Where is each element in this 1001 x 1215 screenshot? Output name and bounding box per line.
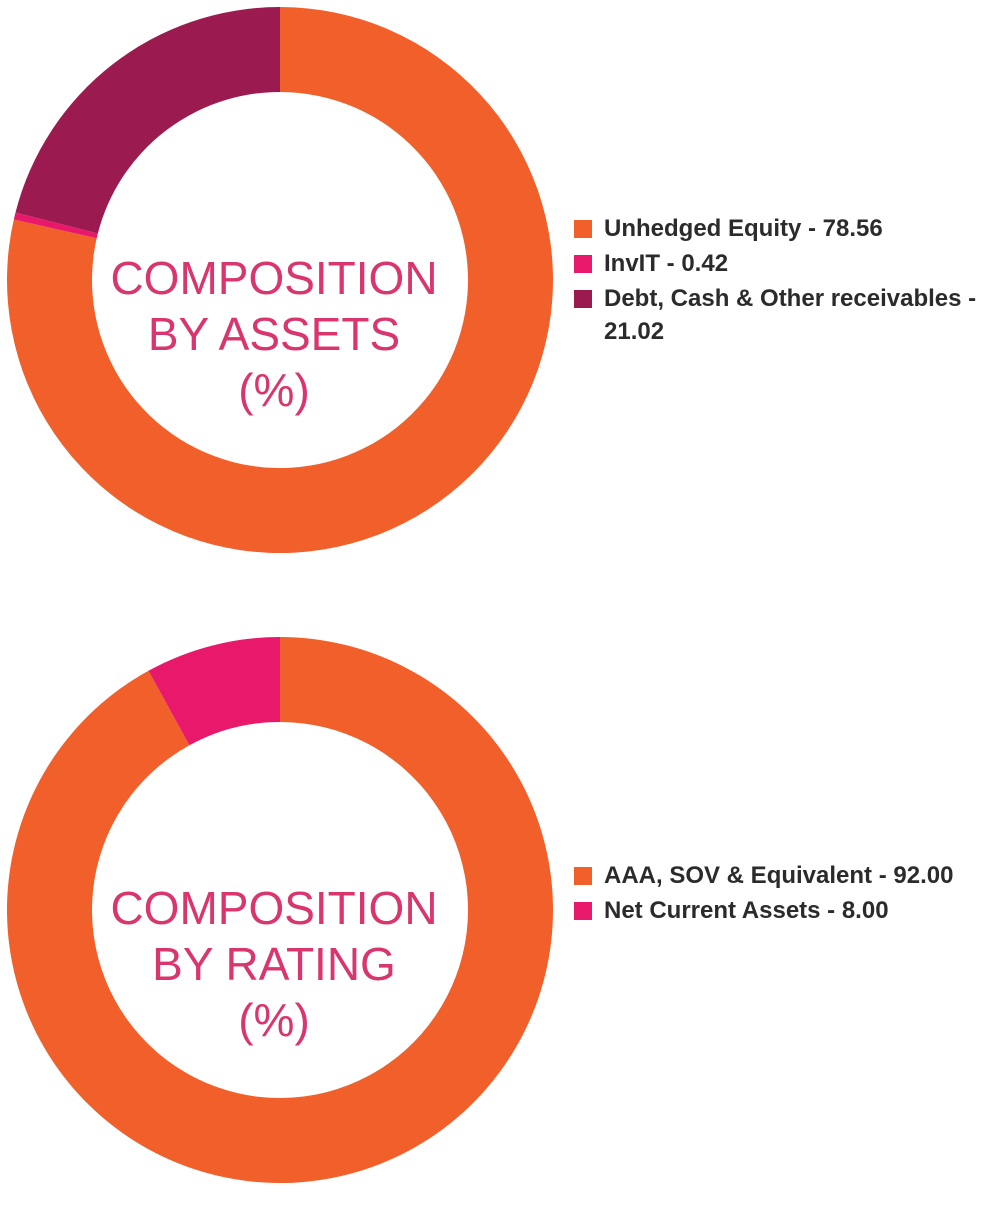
legend-label: AAA, SOV & Equivalent - 92.00: [604, 862, 954, 889]
legend-label: Unhedged Equity - 78.56: [604, 215, 883, 242]
chart-title-line: COMPOSITION: [110, 252, 438, 304]
legend-item: Net Current Assets - 8.00: [574, 894, 999, 927]
donut-chart: [6, 7, 553, 553]
chart-title-line: (%): [238, 994, 310, 1046]
composition-by-assets-chart: COMPOSITION BY ASSETS (%) Unhedged Equit…: [0, 0, 1001, 600]
chart-title-line: COMPOSITION: [110, 882, 438, 934]
legend: Unhedged Equity - 78.56 InvIT - 0.42 Deb…: [574, 212, 999, 350]
legend-swatch: [574, 220, 592, 238]
chart-title: COMPOSITION BY ASSETS (%): [94, 250, 454, 418]
legend-item: Debt, Cash & Other receivables - 21.02: [574, 282, 999, 348]
donut-slice: [15, 7, 280, 234]
donut-chart: [6, 637, 554, 1183]
chart-title: COMPOSITION BY RATING (%): [94, 880, 454, 1048]
donut-slice: [13, 212, 98, 239]
donut-slice: [148, 637, 280, 746]
donut-slice: [6, 7, 553, 553]
legend-item: AAA, SOV & Equivalent - 92.00: [574, 859, 999, 892]
chart-title-line: BY ASSETS: [147, 308, 401, 360]
legend-swatch: [574, 255, 592, 273]
legend-item: Unhedged Equity - 78.56: [574, 212, 999, 245]
donut-slice: [6, 637, 554, 1183]
chart-title-line: BY RATING: [152, 938, 396, 990]
legend-label: InvIT - 0.42: [604, 250, 729, 277]
legend-label: Debt, Cash & Other receivables - 21.02: [604, 285, 977, 345]
composition-by-rating-chart: COMPOSITION BY RATING (%) AAA, SOV & Equ…: [0, 630, 1001, 1215]
legend-swatch: [574, 867, 592, 885]
chart-title-line: (%): [238, 364, 310, 416]
legend-swatch: [574, 902, 592, 920]
legend-label: Net Current Assets - 8.00: [604, 897, 889, 924]
legend: AAA, SOV & Equivalent - 92.00 Net Curren…: [574, 859, 999, 929]
legend-swatch: [574, 290, 592, 308]
legend-item: InvIT - 0.42: [574, 247, 999, 280]
